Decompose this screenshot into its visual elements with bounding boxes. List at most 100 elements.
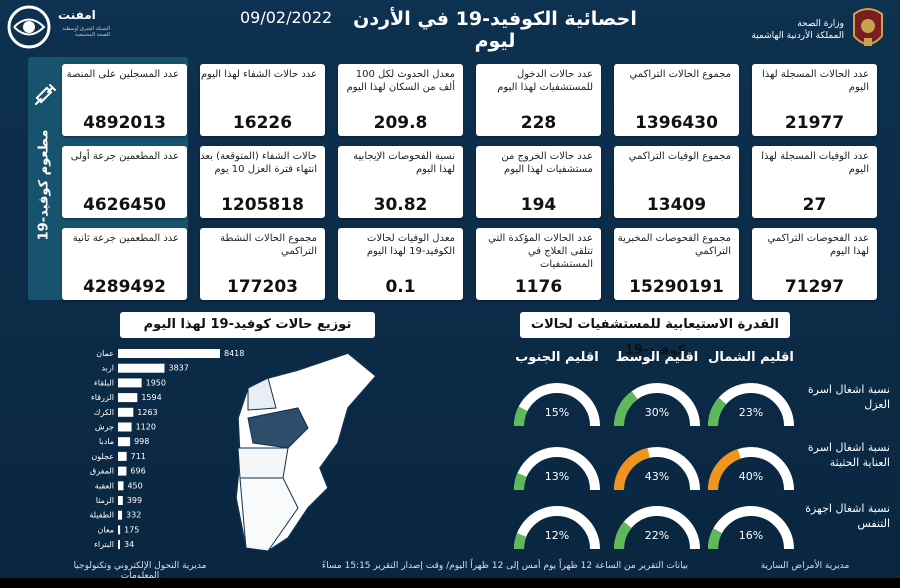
stat-value: 16226 xyxy=(232,113,293,133)
bar xyxy=(118,349,220,358)
ministry-logo: وزارة الصحة المملكة الأردنية الهاشمية xyxy=(740,6,890,52)
region-title: اقليم الوسط xyxy=(615,350,699,365)
bar-value-label: 1263 xyxy=(137,408,157,417)
report-date: 09/02/2022 xyxy=(240,8,333,27)
bar-category-label: عجلون xyxy=(91,452,114,461)
stat-value: 15290191 xyxy=(629,277,724,297)
bar xyxy=(118,510,123,520)
occupancy-gauge: 12% xyxy=(511,503,603,555)
vaccination-value: 4892013 xyxy=(83,113,166,133)
bar-value-label: 332 xyxy=(126,511,141,520)
bar-category-label: المفرق xyxy=(90,467,114,476)
capacity-title: القدرة الاستيعابية للمستشفيات لحالات كوف… xyxy=(520,312,790,358)
stat-label: معدل الحدوث لكل 100 ألف من السكان لهذا ا… xyxy=(346,69,455,93)
footer-report-period: بيانات التقرير من الساعة 12 ظهراً يوم أم… xyxy=(321,561,689,571)
bar-category-label: الكرك xyxy=(94,408,114,417)
stat-card-c7: مجموع الوفيات التراكمي 13409 xyxy=(614,146,739,218)
bar-value-label: 998 xyxy=(134,437,149,446)
stat-value: 13409 xyxy=(646,195,707,215)
bar-category-label: عمان xyxy=(96,349,114,358)
region-title: اقليم الجنوب xyxy=(515,350,599,365)
occupancy-gauge: 30% xyxy=(611,380,703,432)
stat-value: 228 xyxy=(520,113,557,133)
gauge-value: 13% xyxy=(544,470,570,483)
bar-value-label: 3837 xyxy=(168,364,188,373)
bar-category-label: الزرقاء xyxy=(91,393,114,402)
vaccination-card: عدد المطعمين جرعة أولى 4626450 xyxy=(62,146,187,218)
bar xyxy=(118,525,121,535)
stat-card-c15: مجموع الحالات النشطة التراكمي 177203 xyxy=(200,228,325,300)
bar-category-label: معان xyxy=(98,525,114,534)
stat-label: معدل الوفيات لحالات الكوفيد-19 لهذا اليو… xyxy=(366,233,455,257)
bar-category-label: البتراء xyxy=(94,540,114,549)
jordan-map xyxy=(235,352,378,552)
stat-value: 194 xyxy=(520,195,557,215)
stat-card-c2: مجموع الحالات التراكمي 1396430 xyxy=(614,64,739,136)
gauge-value: 23% xyxy=(738,406,764,419)
stat-card-c5: عدد حالات الشفاء لهذا اليوم 16226 xyxy=(200,64,325,136)
stat-value: 1205818 xyxy=(221,195,304,215)
occupancy-gauge: 43% xyxy=(611,444,703,496)
stat-label: مجموع الوفيات التراكمي xyxy=(628,151,731,162)
bar-category-label: الرمثا xyxy=(96,496,114,505)
org-subtitle: الشبكة الشرق أوسطية للصحة المجتمعية xyxy=(62,26,110,38)
vaccination-label: عدد المطعمين جرعة ثانية xyxy=(72,233,179,244)
stat-value: 1396430 xyxy=(635,113,718,133)
bar-value-label: 399 xyxy=(127,496,142,505)
bar-value-label: 696 xyxy=(130,467,145,476)
page-title: احصائية الكوفيد-19 في الأردن ليوم xyxy=(353,8,637,52)
bottom-bar xyxy=(0,578,900,588)
bar xyxy=(118,496,123,505)
bar-value-label: 1594 xyxy=(141,393,161,402)
vaccination-card: عدد المطعمين جرعة ثانية 4289492 xyxy=(62,228,187,300)
bar xyxy=(118,393,138,403)
stat-label: حالات الشفاء (المتوقعة) بعد انتهاء فترة … xyxy=(200,151,317,175)
gauge-value: 22% xyxy=(644,529,670,542)
footer-it-directorate: مديرية التحول الإلكتروني وتكنولوجيا المع… xyxy=(73,561,207,581)
stat-label: عدد الوفيات المسجلة لهذا اليوم xyxy=(761,151,869,175)
bar-category-label: الطفيلة xyxy=(89,511,114,520)
stat-card-c9: نسبة الفحوصات الإيجابية لهذا اليوم 30.82 xyxy=(338,146,463,218)
stat-card-c10: حالات الشفاء (المتوقعة) بعد انتهاء فترة … xyxy=(200,146,325,218)
bar-value-label: 1120 xyxy=(136,423,156,432)
distribution-title: توزيع حالات كوفيد-19 لهذا اليوم xyxy=(120,312,375,338)
stat-label: عدد حالات الشفاء لهذا اليوم xyxy=(200,69,317,80)
stat-label: عدد الفحوصات التراكمي لهذا اليوم xyxy=(767,233,870,257)
gauge-value: 30% xyxy=(644,406,670,419)
gauge-value: 16% xyxy=(738,529,764,542)
kingdom-name: المملكة الأردنية الهاشمية xyxy=(751,31,844,41)
bar xyxy=(118,378,142,388)
gauge-value: 12% xyxy=(544,529,570,542)
bar xyxy=(118,407,134,417)
capacity-row-label: نسبة اشغال اسرة العناية الحثيثة xyxy=(807,441,890,469)
bar-category-label: اربد xyxy=(101,364,114,373)
stat-value: 1176 xyxy=(514,277,563,297)
gauge-value: 15% xyxy=(544,406,570,419)
stat-label: مجموع الحالات النشطة التراكمي xyxy=(220,233,317,257)
org-name: امفنت xyxy=(58,8,96,22)
stat-card-c13: عدد الحالات المؤكدة التي تتلقى العلاج في… xyxy=(476,228,601,300)
bar-value-label: 175 xyxy=(124,525,139,534)
stat-card-c1: عدد الحالات المسجلة لهذا اليوم 21977 xyxy=(752,64,877,136)
stat-card-c14: معدل الوفيات لحالات الكوفيد-19 لهذا اليو… xyxy=(338,228,463,300)
stat-label: عدد حالات الخروج من مستشفيات لهذا اليوم xyxy=(501,151,593,175)
bar-value-label: 8418 xyxy=(224,349,244,358)
stat-value: 177203 xyxy=(227,277,298,297)
stat-value: 71297 xyxy=(784,277,845,297)
capacity-row-label: نسبة اشغال اسرة العزل xyxy=(807,383,890,411)
vaccination-card: عدد المسجلين على المنصة 4892013 xyxy=(62,64,187,136)
vaccination-value: 4626450 xyxy=(83,195,166,215)
vaccination-label: عدد المطعمين جرعة أولى xyxy=(70,151,179,162)
occupancy-gauge: 15% xyxy=(511,380,603,432)
stat-label: نسبة الفحوصات الإيجابية لهذا اليوم xyxy=(353,151,455,175)
bar-value-label: 450 xyxy=(127,481,142,490)
stat-card-c6: عدد الوفيات المسجلة لهذا اليوم 27 xyxy=(752,146,877,218)
stat-card-c8: عدد حالات الخروج من مستشفيات لهذا اليوم 1… xyxy=(476,146,601,218)
occupancy-gauge: 40% xyxy=(705,444,797,496)
stat-value: 209.8 xyxy=(373,113,428,133)
stat-label: عدد الحالات المسجلة لهذا اليوم xyxy=(762,69,869,93)
gauge-value: 40% xyxy=(738,470,764,483)
bar-category-label: جرش xyxy=(95,423,114,432)
stat-card-c12: مجموع الفحوصات المخبرية التراكمي 15290191 xyxy=(614,228,739,300)
coat-of-arms-icon xyxy=(853,8,883,46)
